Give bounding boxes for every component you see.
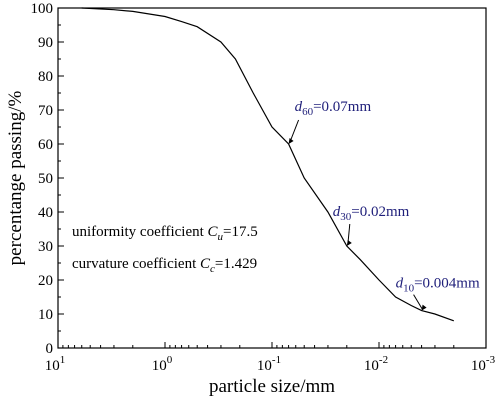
coefficient-notes: uniformity coefficient Cu=17.5 curvature … (72, 224, 258, 275)
y-tick-label: 90 (38, 35, 53, 51)
annotation-label: d30=0.02mm (333, 204, 410, 223)
x-tick-label: 10-3 (471, 354, 496, 374)
x-tick-label: 101 (45, 354, 66, 374)
annotation-label: d10=0.004mm (396, 276, 480, 295)
y-tick-label: 0 (46, 341, 54, 357)
y-tick-label: 20 (38, 273, 53, 289)
coefficient-note: uniformity coefficient Cu=17.5 (72, 224, 258, 243)
y-tick-label: 50 (38, 171, 53, 187)
arrow-head (288, 138, 294, 144)
x-tick-label: 10-1 (257, 354, 281, 374)
y-tick-label: 70 (38, 103, 53, 119)
y-tick-label: 80 (38, 69, 53, 85)
coefficient-note: curvature coefficient Cc=1.429 (72, 256, 257, 275)
y-tick-label: 100 (31, 1, 54, 17)
annotation-arrow (413, 294, 424, 310)
y-tick-label: 10 (38, 307, 53, 323)
plot-frame (57, 7, 487, 349)
arrow-head (421, 304, 427, 311)
y-axis-title: percentange passing/% (5, 91, 26, 266)
tick-labels: 0 10 20 30 40 50 60 70 80 90 100 101 100 10-1 10-2 10-3 (31, 1, 496, 374)
axis-ticks (57, 7, 487, 349)
x-tick-label: 100 (152, 354, 173, 374)
annotation-label: d60=0.07mm (295, 99, 372, 118)
y-tick-label: 60 (38, 137, 53, 153)
x-tick-label: 10-2 (364, 354, 388, 374)
y-tick-label: 40 (38, 205, 53, 221)
grading-curve (81, 7, 455, 322)
x-axis-title: particle size/mm (209, 376, 335, 397)
y-tick-label: 30 (38, 239, 53, 255)
arrow-head (346, 240, 352, 246)
annotations: d60=0.07mm d30=0.02mm d10=0.004mm (288, 99, 480, 311)
